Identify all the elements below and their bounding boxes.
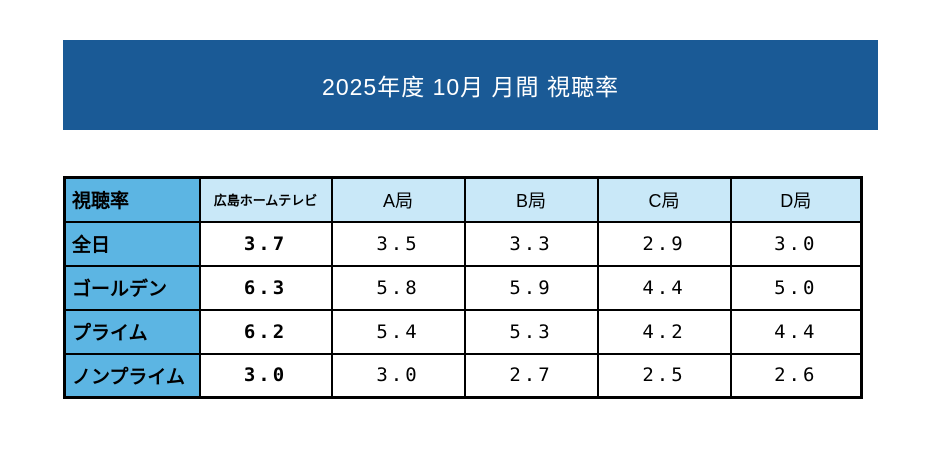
- title-banner: 2025年度 10月 月間 視聴率: [63, 40, 878, 130]
- table-row: ゴールデン 6.3 5.8 5.9 4.4 5.0: [63, 264, 863, 311]
- value-cell: 3.7: [198, 220, 333, 267]
- value-cell: 3.0: [330, 352, 466, 399]
- value-cell: 3.0: [729, 220, 863, 267]
- row-label-cell: 全日: [63, 220, 201, 267]
- row-label-cell: ノンプライム: [63, 352, 201, 399]
- column-header-home-tv: 広島ホームテレビ: [198, 176, 333, 223]
- table-header-row: 視聴率 広島ホームテレビ A局 B局 C局 D局: [63, 176, 863, 223]
- column-header-a: A局: [330, 176, 466, 223]
- table-row: ノンプライム 3.0 3.0 2.7 2.5 2.6: [63, 352, 863, 399]
- value-cell: 5.0: [729, 264, 863, 311]
- row-label-cell: ゴールデン: [63, 264, 201, 311]
- value-cell: 6.2: [198, 308, 333, 355]
- table-row: 全日 3.7 3.5 3.3 2.9 3.0: [63, 220, 863, 267]
- column-header-d: D局: [729, 176, 863, 223]
- value-cell: 4.2: [596, 308, 732, 355]
- value-cell: 5.9: [463, 264, 599, 311]
- page-title: 2025年度 10月 月間 視聴率: [322, 74, 619, 100]
- value-cell: 2.9: [596, 220, 732, 267]
- value-cell: 5.8: [330, 264, 466, 311]
- value-cell: 4.4: [596, 264, 732, 311]
- corner-header-cell: 視聴率: [63, 176, 201, 223]
- value-cell: 2.5: [596, 352, 732, 399]
- column-header-c: C局: [596, 176, 732, 223]
- ratings-table: 視聴率 広島ホームテレビ A局 B局 C局 D局 全日 3.7 3.5 3.3 …: [63, 176, 863, 399]
- value-cell: 3.5: [330, 220, 466, 267]
- table-row: プライム 6.2 5.4 5.3 4.2 4.4: [63, 308, 863, 355]
- value-cell: 5.3: [463, 308, 599, 355]
- value-cell: 3.0: [198, 352, 333, 399]
- row-label-cell: プライム: [63, 308, 201, 355]
- column-header-b: B局: [463, 176, 599, 223]
- value-cell: 4.4: [729, 308, 863, 355]
- value-cell: 5.4: [330, 308, 466, 355]
- value-cell: 2.7: [463, 352, 599, 399]
- value-cell: 2.6: [729, 352, 863, 399]
- value-cell: 3.3: [463, 220, 599, 267]
- value-cell: 6.3: [198, 264, 333, 311]
